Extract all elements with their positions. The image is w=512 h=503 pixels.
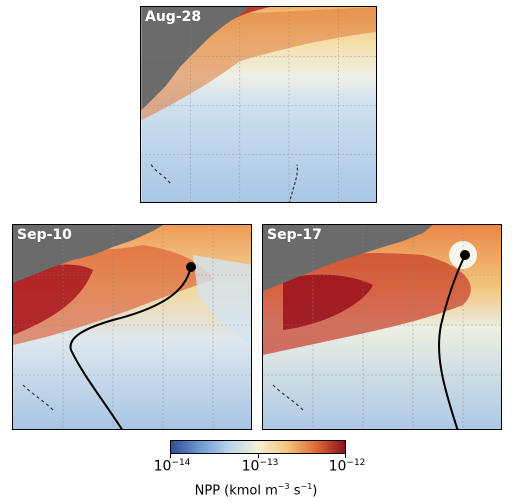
panel-date-label: Sep-17 — [267, 227, 322, 243]
coastline-land — [13, 225, 163, 283]
map-panel-sep-10: Sep-10 — [12, 224, 252, 430]
colorbar-tick-label-max: 10−12 — [328, 458, 366, 475]
hurricane-track — [69, 264, 192, 429]
hurricane-position-marker — [460, 250, 470, 260]
npp-map-aug-28 — [141, 7, 376, 202]
colorbar-tick — [170, 453, 171, 458]
npp-colorbar — [170, 440, 346, 454]
colorbar-tick-label-mid: 10−13 — [241, 458, 279, 475]
colorbar-tick-label-min: 10−14 — [153, 458, 191, 475]
hurricane-position-marker — [186, 262, 196, 272]
map-panel-sep-17: Sep-17 — [262, 224, 502, 430]
panel-date-label: Aug-28 — [145, 9, 202, 25]
hurricane-track — [438, 254, 466, 429]
coastline-land — [263, 225, 433, 291]
npp-map-sep-10 — [13, 225, 251, 429]
colorbar-tick — [345, 453, 346, 458]
coastline-land — [141, 7, 250, 111]
map-panel-aug-28: Aug-28 — [140, 6, 377, 203]
colorbar-title: NPP (kmol m−3 s−1) — [194, 482, 318, 499]
npp-map-sep-17 — [263, 225, 501, 429]
panel-date-label: Sep-10 — [17, 227, 72, 243]
colorbar-tick — [258, 453, 259, 458]
